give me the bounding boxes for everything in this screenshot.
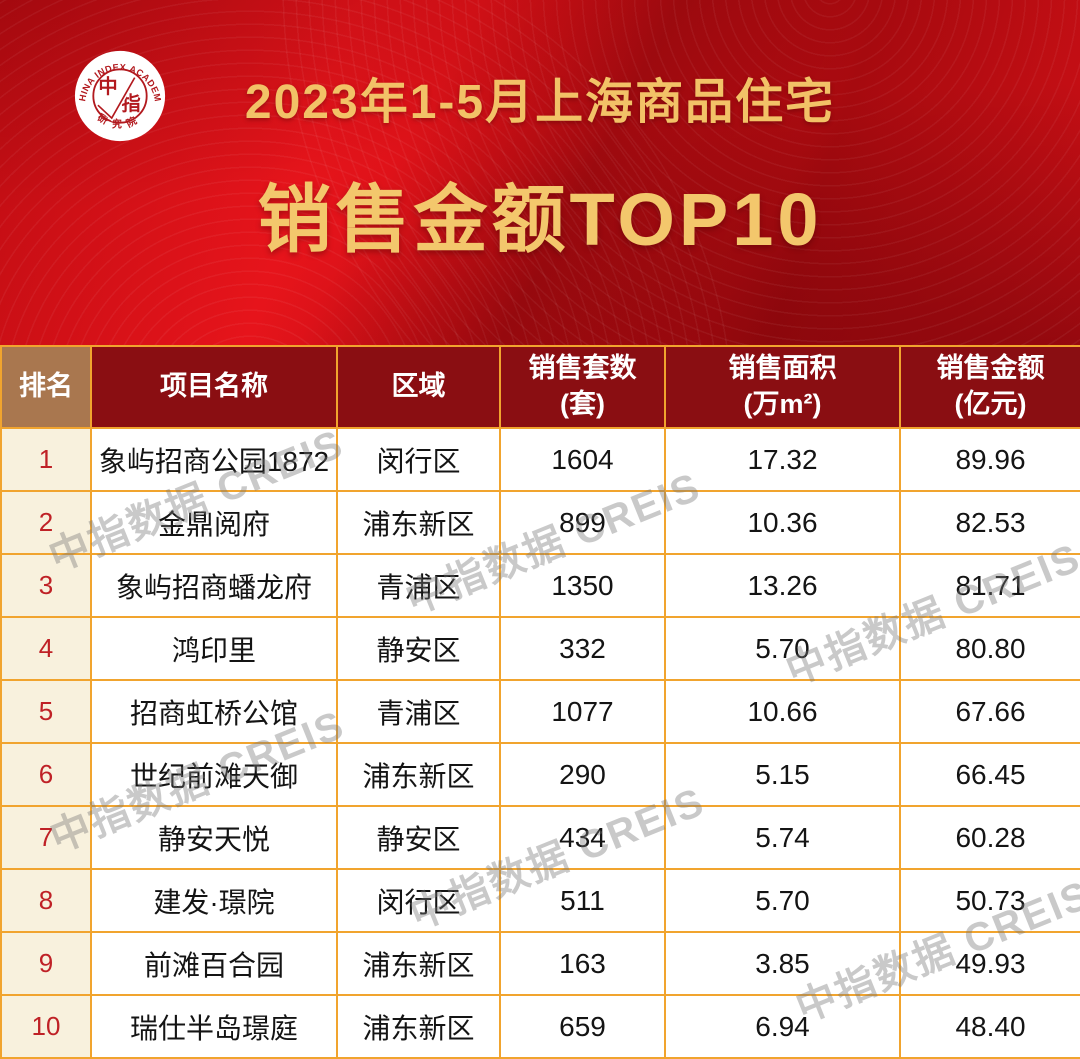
- column-header-sales-amount: 销售金额 (亿元): [899, 345, 1080, 429]
- sales-area-cell: 5.70: [664, 616, 901, 681]
- district-cell: 浦东新区: [336, 742, 501, 807]
- sales-area-cell: 6.94: [664, 994, 901, 1059]
- project-name-cell: 世纪前滩天御: [90, 742, 338, 807]
- sales-area-cell: 5.74: [664, 805, 901, 870]
- table-row: 6 世纪前滩天御 浦东新区 290 5.15 66.45: [0, 742, 1080, 807]
- table-header-row: 排名 项目名称 区域 销售套数 (套) 销售面积 (万m²) 销售金额 (亿元): [0, 345, 1080, 429]
- table-row: 7 静安天悦 静安区 434 5.74 60.28: [0, 805, 1080, 870]
- sales-area-cell: 5.15: [664, 742, 901, 807]
- table-row: 4 鸿印里 静安区 332 5.70 80.80: [0, 616, 1080, 681]
- sales-amount-cell: 60.28: [899, 805, 1080, 870]
- project-name-cell: 前滩百合园: [90, 931, 338, 996]
- units-sold-cell: 332: [499, 616, 666, 681]
- sales-area-cell: 13.26: [664, 553, 901, 618]
- table-row: 10 瑞仕半岛璟庭 浦东新区 659 6.94 48.40: [0, 994, 1080, 1059]
- table-row: 8 建发·璟院 闵行区 511 5.70 50.73: [0, 868, 1080, 933]
- sales-amount-cell: 66.45: [899, 742, 1080, 807]
- column-label: 排名: [19, 371, 73, 402]
- sales-amount-cell: 67.66: [899, 679, 1080, 744]
- district-cell: 青浦区: [336, 553, 501, 618]
- district-cell: 闵行区: [336, 427, 501, 492]
- units-sold-cell: 511: [499, 868, 666, 933]
- table-row: 3 象屿招商蟠龙府 青浦区 1350 13.26 81.71: [0, 553, 1080, 618]
- sales-area-cell: 10.36: [664, 490, 901, 555]
- table-row: 5 招商虹桥公馆 青浦区 1077 10.66 67.66: [0, 679, 1080, 744]
- sales-amount-cell: 80.80: [899, 616, 1080, 681]
- project-name-cell: 鸿印里: [90, 616, 338, 681]
- column-unit: (套): [560, 389, 605, 419]
- rank-cell: 8: [0, 868, 92, 933]
- units-sold-cell: 434: [499, 805, 666, 870]
- rank-cell: 9: [0, 931, 92, 996]
- district-cell: 青浦区: [336, 679, 501, 744]
- column-header-project-name: 项目名称: [90, 345, 338, 429]
- rank-cell: 10: [0, 994, 92, 1059]
- rank-cell: 2: [0, 490, 92, 555]
- china-index-academy-logo: CHINA INDEX ACADEMY 研究院 中 指: [74, 50, 166, 142]
- project-name-cell: 象屿招商公园1872: [90, 427, 338, 492]
- project-name-cell: 瑞仕半岛璟庭: [90, 994, 338, 1059]
- column-label: 销售套数: [528, 353, 637, 384]
- units-sold-cell: 899: [499, 490, 666, 555]
- column-unit: (亿元): [954, 389, 1027, 419]
- sales-area-cell: 10.66: [664, 679, 901, 744]
- table-row: 1 象屿招商公园1872 闵行区 1604 17.32 89.96: [0, 427, 1080, 492]
- district-cell: 浦东新区: [336, 931, 501, 996]
- rank-cell: 7: [0, 805, 92, 870]
- logo-center-char-right: 指: [121, 92, 140, 115]
- column-header-sales-area: 销售面积 (万m²): [664, 345, 901, 429]
- logo-center-char-left: 中: [98, 75, 117, 98]
- district-cell: 闵行区: [336, 868, 501, 933]
- district-cell: 浦东新区: [336, 994, 501, 1059]
- table-row: 9 前滩百合园 浦东新区 163 3.85 49.93: [0, 931, 1080, 996]
- column-label: 项目名称: [160, 371, 268, 402]
- page-title-line2: 销售金额TOP10: [257, 178, 823, 261]
- page-title-line1: 2023年1-5月上海商品住宅: [244, 76, 836, 129]
- column-unit: (万m²): [743, 389, 822, 419]
- sales-ranking-table: 排名 项目名称 区域 销售套数 (套) 销售面积 (万m²) 销售金额 (亿元): [0, 345, 1080, 1059]
- units-sold-cell: 290: [499, 742, 666, 807]
- table-row: 2 金鼎阅府 浦东新区 899 10.36 82.53: [0, 490, 1080, 555]
- units-sold-cell: 1604: [499, 427, 666, 492]
- banner: CHINA INDEX ACADEMY 研究院 中 指 2023年1-5月上海商…: [0, 0, 1080, 345]
- banner-swirl-decoration-right: [280, 0, 1080, 345]
- rank-cell: 5: [0, 679, 92, 744]
- project-name-cell: 金鼎阅府: [90, 490, 338, 555]
- sales-area-cell: 17.32: [664, 427, 901, 492]
- sales-amount-cell: 89.96: [899, 427, 1080, 492]
- project-name-cell: 象屿招商蟠龙府: [90, 553, 338, 618]
- project-name-cell: 静安天悦: [90, 805, 338, 870]
- logo-seal-icon: CHINA INDEX ACADEMY 研究院 中 指: [74, 50, 166, 142]
- table-body: 1 象屿招商公园1872 闵行区 1604 17.32 89.96 2 金鼎阅府…: [0, 427, 1080, 1059]
- sales-area-cell: 5.70: [664, 868, 901, 933]
- units-sold-cell: 163: [499, 931, 666, 996]
- sales-amount-cell: 48.40: [899, 994, 1080, 1059]
- table-header: 排名 项目名称 区域 销售套数 (套) 销售面积 (万m²) 销售金额 (亿元): [0, 345, 1080, 429]
- rank-cell: 4: [0, 616, 92, 681]
- sales-amount-cell: 50.73: [899, 868, 1080, 933]
- column-label: 销售面积: [728, 353, 837, 384]
- district-cell: 浦东新区: [336, 490, 501, 555]
- project-name-cell: 招商虹桥公馆: [90, 679, 338, 744]
- sales-amount-cell: 82.53: [899, 490, 1080, 555]
- logo-chart-line: [97, 77, 136, 120]
- column-header-rank: 排名: [0, 345, 92, 429]
- column-header-units-sold: 销售套数 (套): [499, 345, 666, 429]
- units-sold-cell: 659: [499, 994, 666, 1059]
- rank-cell: 1: [0, 427, 92, 492]
- sales-amount-cell: 81.71: [899, 553, 1080, 618]
- units-sold-cell: 1350: [499, 553, 666, 618]
- column-label: 销售金额: [936, 353, 1045, 384]
- column-label: 区域: [391, 371, 446, 402]
- district-cell: 静安区: [336, 805, 501, 870]
- project-name-cell: 建发·璟院: [90, 868, 338, 933]
- rank-cell: 3: [0, 553, 92, 618]
- units-sold-cell: 1077: [499, 679, 666, 744]
- sales-area-cell: 3.85: [664, 931, 901, 996]
- rank-cell: 6: [0, 742, 92, 807]
- sales-amount-cell: 49.93: [899, 931, 1080, 996]
- column-header-district: 区域: [336, 345, 501, 429]
- district-cell: 静安区: [336, 616, 501, 681]
